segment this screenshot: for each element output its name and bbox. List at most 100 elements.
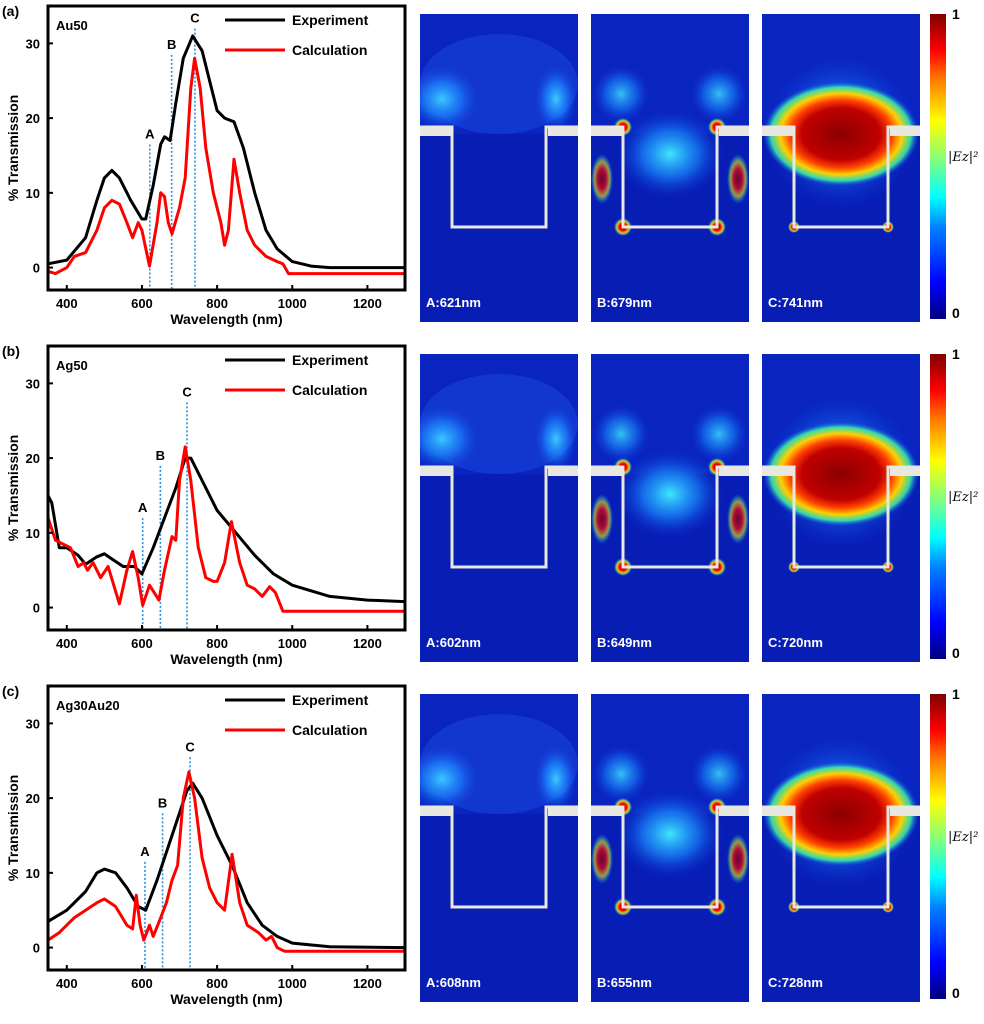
x-tick-label: 800 [206,296,228,311]
series-line-experiment [47,781,406,950]
field-map-a: A:602nm [420,354,578,662]
legend-label: Experiment [292,352,369,368]
marker-label: A [145,127,155,142]
x-axis-label: Wavelength (nm) [170,651,282,667]
colorbar-min-label: 0 [952,645,960,661]
panel-b: (b) Ag50 A B C Experiment Calculation 400 600 800… [0,340,984,680]
wavelength-label: B:655nm [597,975,652,990]
x-tick-label: 800 [206,636,228,651]
field-map-image [762,354,920,662]
field-map-image [762,14,920,322]
marker-label: A [140,844,150,859]
y-tick-label: 30 [26,376,40,391]
field-map-c: C:728nm [762,694,920,1002]
y-tick-label: 0 [33,941,40,956]
legend-label: Calculation [292,382,367,398]
x-tick-label: 1200 [353,636,382,651]
marker-label: B [156,448,165,463]
colorbar-max-label: 1 [952,346,960,362]
series-line-calculation [47,56,405,276]
legend-label: Calculation [292,42,367,58]
x-tick-label: 400 [56,636,78,651]
colorbar-label: |Ez|² [948,150,979,165]
series-line-experiment [46,456,406,604]
y-tick-label: 10 [26,866,40,881]
field-map-image [420,354,578,662]
legend-label: Experiment [292,692,369,708]
field-map-image [591,694,749,1002]
x-tick-label: 1200 [353,976,382,991]
plot-frame [46,344,407,632]
x-tick-label: 1200 [353,296,382,311]
y-tick-label: 0 [33,601,40,616]
marker-label: C [182,384,192,399]
panel-label: (b) [2,343,20,359]
x-tick-label: 400 [56,296,78,311]
field-map-b: B:679nm [591,14,749,322]
plot-frame [46,684,407,972]
wavelength-label: A:608nm [426,975,481,990]
field-map-image [420,694,578,1002]
panel-label: (c) [2,683,19,699]
y-axis-label: % Transmission [5,775,21,882]
x-axis-label: Wavelength (nm) [170,991,282,1007]
y-tick-label: 20 [26,791,40,806]
panel-label: (a) [2,3,19,19]
x-tick-label: 600 [131,976,153,991]
colorbar-label: |Ez|² [948,490,979,505]
field-map-c: C:741nm [762,14,920,322]
transmission-chart: (a) Au50 A BC Experiment Calculation 400 600 800… [2,3,407,327]
wavelength-label: B:679nm [597,295,652,310]
wavelength-label: C:741nm [768,295,823,310]
marker-label: C [190,11,200,26]
wavelength-label: C:728nm [768,975,823,990]
sample-label: Ag30Au20 [56,698,120,713]
y-tick-label: 0 [33,261,40,276]
colorbar [930,694,946,999]
y-tick-label: 20 [26,111,40,126]
field-map-image [591,14,749,322]
field-map-image [591,354,749,662]
marker-label: A [138,500,148,515]
panel-c: (c) Ag30Au20 A B C Experiment Calculation 400 60… [0,680,984,1020]
y-tick-label: 10 [26,526,40,541]
y-axis-label: % Transmission [5,435,21,542]
wavelength-label: C:720nm [768,635,823,650]
x-tick-label: 600 [131,296,153,311]
y-tick-label: 30 [26,36,40,51]
sample-label: Ag50 [56,358,88,373]
field-map-image [762,694,920,1002]
marker-label: C [185,739,195,754]
y-tick-label: 30 [26,716,40,731]
field-map-b: B:655nm [591,694,749,1002]
colorbar-min-label: 0 [952,985,960,1001]
colorbar-label: |Ez|² [948,830,979,845]
colorbar-min-label: 0 [952,305,960,321]
colorbar [930,14,946,319]
plot-frame [46,4,407,292]
transmission-chart: (c) Ag30Au20 A B C Experiment Calculation 400 60… [2,683,407,1007]
wavelength-label: B:649nm [597,635,652,650]
x-tick-label: 1000 [278,296,307,311]
series-line-calculation [46,445,405,613]
legend-label: Experiment [292,12,369,28]
marker-label: B [167,37,176,52]
x-tick-label: 1000 [278,976,307,991]
colorbar-max-label: 1 [952,6,960,22]
sample-label: Au50 [56,18,88,33]
y-axis-label: % Transmission [5,95,21,202]
field-map-b: B:649nm [591,354,749,662]
field-map-image [420,14,578,322]
wavelength-label: A:602nm [426,635,481,650]
y-tick-label: 20 [26,451,40,466]
panel-a: (a) Au50 A B C Experiment Calculation 400 600 800… [0,0,984,340]
field-map-c: C:720nm [762,354,920,662]
wavelength-label: A:621nm [426,295,481,310]
field-map-a: A:608nm [420,694,578,1002]
x-tick-label: 400 [56,976,78,991]
x-tick-label: 800 [206,976,228,991]
colorbar-max-label: 1 [952,686,960,702]
field-map-a: A:621nm [420,14,578,322]
legend-label: Calculation [292,722,367,738]
